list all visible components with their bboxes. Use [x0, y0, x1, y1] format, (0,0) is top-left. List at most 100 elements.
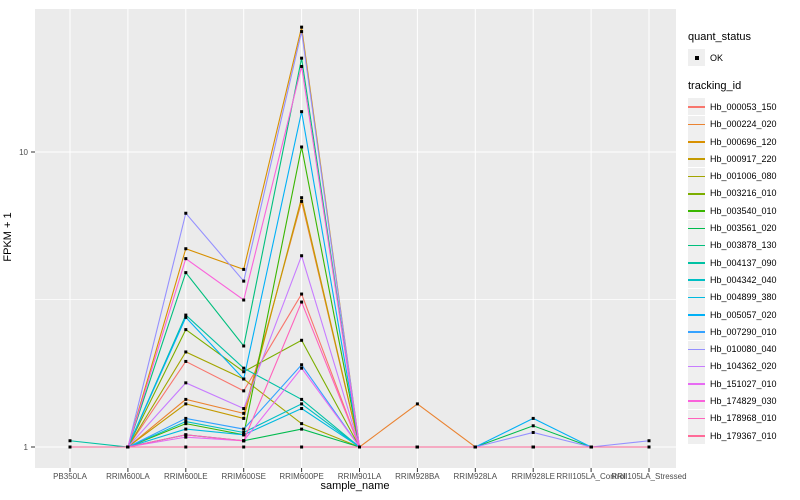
legend-line-swatch	[688, 348, 705, 351]
legend-key-box	[688, 202, 705, 220]
data-point	[242, 416, 246, 420]
plot-panel	[35, 9, 676, 468]
legend-key-box	[688, 184, 705, 202]
data-point	[300, 300, 304, 304]
legend-item-Hb_000917_220: Hb_000917_220	[688, 150, 800, 168]
data-point	[242, 439, 246, 443]
data-point	[300, 402, 304, 406]
legend-key-box	[688, 254, 705, 272]
legend-line-swatch	[688, 158, 705, 160]
legend-line-swatch	[688, 296, 705, 299]
legend-label: Hb_000696_120	[710, 136, 777, 147]
x-tick-label: RRIM928LE	[511, 472, 555, 481]
data-point	[242, 445, 246, 449]
x-tick-label: PB350LA	[53, 472, 87, 481]
legend-label-ok: OK	[710, 52, 724, 63]
x-tick-label: RRIM600LA	[106, 472, 150, 481]
x-tick-label: RRIM600PE	[279, 472, 324, 481]
data-point	[242, 366, 246, 370]
legend-key-box	[688, 340, 705, 358]
legend-item-Hb_003878_130: Hb_003878_130	[688, 236, 800, 254]
legend-label: Hb_179367_010	[710, 430, 777, 441]
data-point	[300, 407, 304, 411]
legend-label: Hb_000917_220	[710, 153, 777, 164]
data-point	[184, 211, 188, 215]
legend-item-Hb_174829_030: Hb_174829_030	[688, 392, 800, 410]
data-point	[647, 445, 651, 449]
legend-line-swatch	[688, 141, 705, 143]
legend-key-box	[688, 219, 705, 237]
data-point	[184, 381, 188, 385]
data-point	[184, 397, 188, 401]
x-tick-label: RRII105LA_Control	[556, 472, 626, 481]
legend-label: Hb_003216_010	[710, 188, 777, 199]
legend-label: Hb_174829_030	[710, 395, 777, 406]
data-point	[242, 430, 246, 434]
legend-label: Hb_005057_020	[710, 309, 777, 320]
legend-item-Hb_004342_040: Hb_004342_040	[688, 271, 800, 289]
data-point	[300, 397, 304, 401]
legend: quant_status OK tracking_id Hb_000053_15…	[688, 0, 800, 445]
data-point	[68, 445, 72, 449]
data-point	[300, 56, 304, 60]
legend-label: Hb_003540_010	[710, 205, 777, 216]
ok-key-box	[688, 49, 705, 67]
data-point	[184, 416, 188, 420]
x-tick-label: RRIM600LE	[164, 472, 208, 481]
data-point	[242, 279, 246, 283]
legend-item-Hb_005057_020: Hb_005057_020	[688, 306, 800, 323]
data-point	[531, 424, 535, 428]
legend-item-Hb_010080_040: Hb_010080_040	[688, 340, 800, 358]
legend-item-ok: OK	[688, 49, 800, 67]
legend-key-box	[688, 115, 705, 133]
legend-line-swatch	[688, 331, 705, 333]
y-tick-label: 1	[24, 443, 29, 452]
legend-label: Hb_004342_040	[710, 274, 777, 285]
legend-label: Hb_004137_090	[710, 257, 777, 268]
data-point	[242, 344, 246, 348]
legend-item-Hb_104362_020: Hb_104362_020	[688, 357, 800, 375]
legend-title-quant-status: quant_status	[688, 31, 751, 43]
data-point	[184, 315, 188, 319]
data-point	[242, 377, 246, 381]
data-point	[68, 439, 72, 443]
data-point	[415, 402, 419, 406]
legend-item-Hb_004137_090: Hb_004137_090	[688, 254, 800, 272]
legend-key-box	[688, 323, 705, 341]
legend-key-box	[688, 98, 705, 116]
data-point	[184, 427, 188, 431]
data-point	[184, 422, 188, 426]
legend-line-swatch	[688, 365, 705, 368]
data-point	[184, 433, 188, 437]
legend-item-Hb_178968_010: Hb_178968_010	[688, 409, 800, 427]
data-point	[300, 338, 304, 342]
data-point	[126, 445, 130, 449]
data-point	[415, 445, 419, 449]
x-axis-labels: PB350LA RRIM600LA RRIM600LE RRIM600SE RRIM60…	[0, 472, 800, 484]
data-point	[647, 439, 651, 443]
data-point	[300, 110, 304, 114]
legend-item-Hb_003561_020: Hb_003561_020	[688, 219, 800, 237]
data-point	[300, 292, 304, 296]
legend-item-Hb_003216_010: Hb_003216_010	[688, 184, 800, 202]
y-tick-label: 10	[19, 148, 28, 157]
legend-key-box	[688, 133, 705, 151]
data-point	[242, 389, 246, 393]
data-point	[473, 445, 477, 449]
data-point	[300, 366, 304, 370]
data-point	[300, 196, 304, 200]
legend-key-box	[688, 409, 705, 427]
data-point	[531, 416, 535, 420]
legend-key-box	[688, 150, 705, 168]
data-point	[184, 435, 188, 439]
legend-key-box	[688, 167, 705, 185]
legend-line-swatch	[688, 314, 705, 316]
x-tick-label: RRIM600SE	[221, 472, 266, 481]
data-point	[300, 427, 304, 431]
legend-item-Hb_003540_010: Hb_003540_010	[688, 202, 800, 220]
ok-point-icon	[695, 56, 699, 61]
data-point	[300, 30, 304, 34]
legend-label: Hb_000224_020	[710, 119, 777, 130]
x-tick-label: RRIM901LA	[337, 472, 382, 481]
